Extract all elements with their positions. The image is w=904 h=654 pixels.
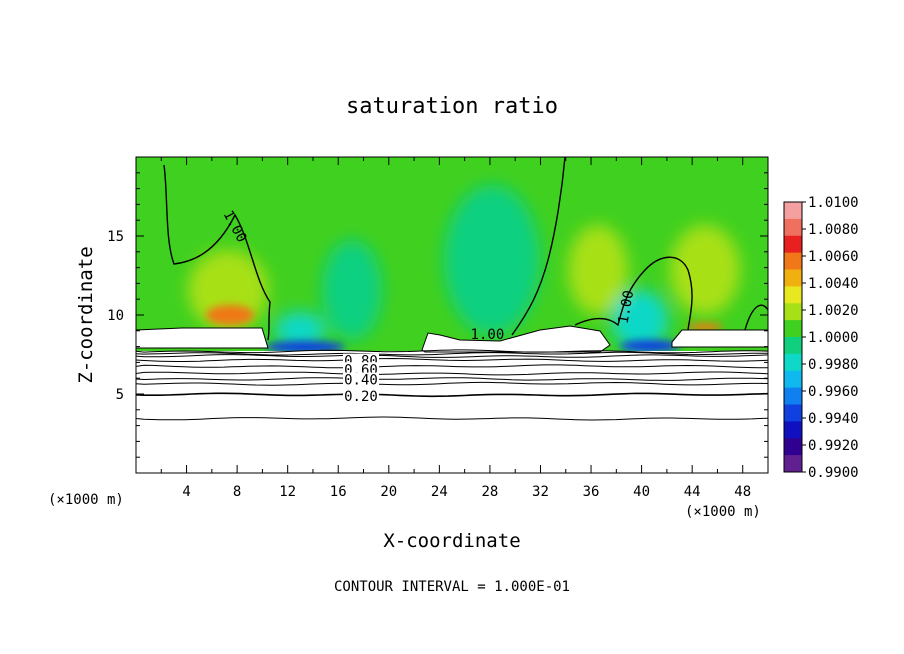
warm-spot-left [206, 305, 254, 325]
contour-1-center [511, 157, 566, 336]
colorbar-label: 1.0040 [808, 276, 859, 292]
x-tick-label: 32 [532, 484, 549, 500]
moist-patch-far-right [670, 225, 740, 315]
x-axis-ticks: 4 8 12 16 20 24 28 32 36 40 44 48 [160, 157, 751, 500]
x-unit-left: (×1000 m) [48, 492, 124, 508]
colorbar-segment [784, 455, 802, 473]
contour-line [136, 357, 768, 362]
contour-label: 1.00 [471, 327, 505, 343]
colorbar-segment [784, 404, 802, 422]
contour-label: 1.00 [616, 289, 638, 325]
contour-label: 0.40 [344, 373, 378, 389]
colorbar-label: 0.9920 [808, 438, 859, 454]
dry-plume-mid [322, 240, 382, 340]
x-tick-label: 48 [734, 484, 751, 500]
warm-spot-right [687, 323, 723, 331]
contour-label: 0.20 [344, 389, 378, 405]
y-tick-label: 5 [116, 387, 124, 403]
x-tick-label: 28 [481, 484, 498, 500]
cloud-block-right [671, 329, 768, 348]
x-tick-label: 20 [380, 484, 397, 500]
contour-line [136, 349, 768, 354]
colorbar-segment [784, 235, 802, 254]
x-tick-label: 44 [684, 484, 701, 500]
colorbar-label: 1.0100 [808, 195, 859, 211]
contour-label-bg [342, 389, 379, 404]
colorbar-segment [784, 202, 802, 220]
contour-line [136, 354, 768, 358]
colorbar-segment [784, 337, 802, 355]
colorbar-segment [784, 252, 802, 271]
plot-field: 1.001.001.000.800.600.400.20 [136, 157, 768, 473]
x-tick-label: 36 [583, 484, 600, 500]
contour-lines [136, 349, 768, 421]
dry-plume-east [612, 290, 668, 350]
cloud-block-center [421, 325, 611, 353]
x-tick-label: 24 [431, 484, 448, 500]
contour-1-edge [744, 304, 768, 331]
y-tick-label: 10 [107, 308, 124, 324]
contour-1-right [574, 256, 693, 331]
y-tick-label: 15 [107, 229, 124, 245]
colorbar-segment [784, 218, 802, 237]
colorbar-label: 1.0020 [808, 303, 859, 319]
colorbar-label: 1.0080 [808, 222, 859, 238]
y-axis-label: Z-coordinate [75, 246, 97, 383]
colorbar-segment [784, 320, 802, 338]
colorbar-segment [784, 303, 802, 321]
x-tick-label: 4 [182, 484, 190, 500]
x-tick-label: 12 [279, 484, 296, 500]
dry-plume-center [444, 185, 540, 335]
contour-line [136, 377, 768, 381]
chart-title: saturation ratio [346, 94, 558, 119]
x-tick-label: 40 [633, 484, 650, 500]
x-unit-right: (×1000 m) [685, 504, 761, 520]
dry-plume-west [275, 312, 325, 348]
colorbar-segment [784, 370, 802, 389]
y-axis-ticks: 5 10 15 [107, 172, 768, 458]
contour-line [136, 364, 768, 369]
colorbar-label: 0.9940 [808, 411, 859, 427]
colorbar-label: 1.0000 [808, 330, 859, 346]
moist-patch-right [568, 225, 628, 315]
cold-band-east [620, 340, 680, 352]
colorbar: 1.0100 1.0080 1.0060 1.0040 1.0020 1.0000 0.99… [783, 195, 859, 481]
x-tick-label: 16 [330, 484, 347, 500]
contour-line [136, 416, 768, 421]
contour-line [136, 392, 768, 398]
colorbar-segment [784, 269, 802, 287]
contour-line [136, 351, 768, 356]
contour-line [136, 371, 768, 376]
x-axis-label: X-coordinate [383, 530, 520, 552]
contour-1-left [163, 164, 271, 341]
contour-interval-note: CONTOUR INTERVAL = 1.000E-01 [334, 579, 570, 595]
colorbar-label: 1.0060 [808, 249, 859, 265]
colorbar-label: 0.9980 [808, 357, 859, 373]
colorbar-segment [784, 438, 802, 456]
colorbar-segment [784, 353, 802, 372]
colorbar-segment [784, 387, 802, 406]
contour-line [136, 381, 768, 386]
x-tick-label: 8 [233, 484, 241, 500]
cloud-block-left [136, 327, 269, 349]
colorbar-segment [784, 286, 802, 304]
subsaturated-region [136, 351, 768, 473]
colorbar-label: 0.9900 [808, 465, 859, 481]
colorbar-segment [784, 421, 802, 439]
colorbar-label: 0.9960 [808, 384, 859, 400]
contour-label-bg [342, 372, 379, 387]
